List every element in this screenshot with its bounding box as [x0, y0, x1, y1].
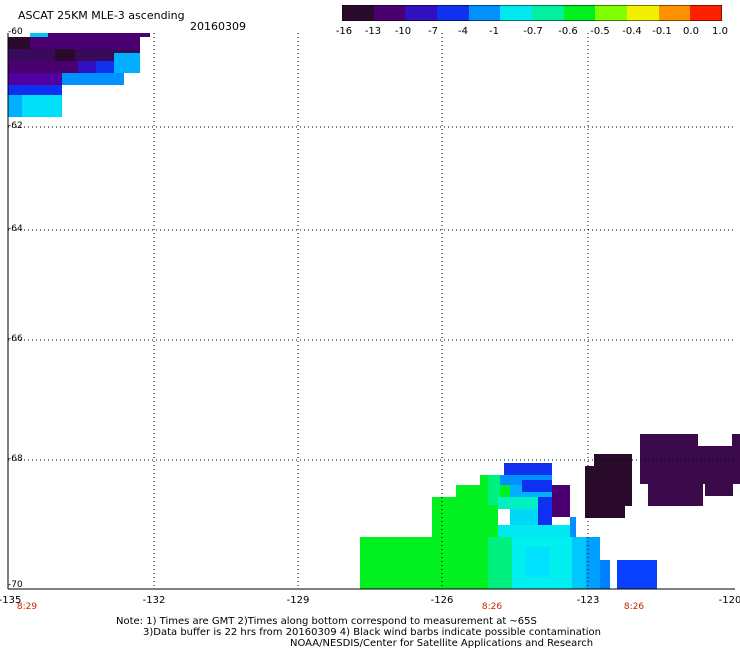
colorbar-tick: -0.4	[622, 26, 642, 37]
colorbar-swatch	[627, 5, 659, 21]
colorbar-swatch	[532, 5, 564, 21]
lat-label: -70	[8, 580, 23, 590]
lat-label: -68	[8, 454, 23, 464]
colorbar-tick: -1	[489, 26, 499, 37]
lat-label: -62	[8, 121, 23, 131]
colorbar-swatch	[595, 5, 627, 21]
colorbar-swatch	[500, 5, 532, 21]
time-label: 8:29	[16, 602, 38, 612]
lon-label: -132	[142, 595, 166, 606]
lon-label: -135	[0, 595, 22, 606]
colorbar-swatch	[469, 5, 500, 21]
data-coverage-bottom-right	[360, 434, 740, 589]
colorbar-tick: -16	[335, 26, 353, 37]
colorbar-swatch	[342, 5, 374, 21]
product-title: ASCAT 25KM MLE-3 ascending	[18, 9, 185, 22]
lon-label: -123	[576, 595, 600, 606]
time-label: 8:26	[623, 602, 645, 612]
colorbar-swatch	[437, 5, 469, 21]
note-line-2: 3)Data buffer is 22 hrs from 20160309 4)…	[143, 627, 601, 638]
colorbar-swatch	[405, 5, 437, 21]
colorbar-tick: -13	[364, 26, 382, 37]
colorbar-tick: -4	[458, 26, 468, 37]
lon-label: -129	[286, 595, 310, 606]
note-line-1: Note: 1) Times are GMT 2)Times along bot…	[116, 616, 537, 627]
colorbar-tick: -0.7	[523, 26, 543, 37]
colorbar-swatch	[564, 5, 595, 21]
lat-label: -60	[8, 27, 23, 37]
colorbar-swatch	[374, 5, 405, 21]
date-label: 20160309	[190, 20, 246, 33]
colorbar-swatch	[690, 5, 722, 21]
lon-label: -126	[430, 595, 454, 606]
lon-label: -120	[718, 595, 740, 606]
note-line-3: NOAA/NESDIS/Center for Satellite Applica…	[290, 638, 594, 649]
colorbar-swatch	[659, 5, 690, 21]
map-frame	[7, 33, 735, 590]
colorbar-tick: -0.5	[590, 26, 610, 37]
colorbar-tick: 0.0	[683, 26, 699, 37]
wind-map	[7, 33, 740, 590]
time-label: 8:26	[481, 602, 503, 612]
lat-label: -66	[8, 334, 23, 344]
lat-label: -64	[8, 224, 23, 234]
colorbar-tick: -10	[394, 26, 412, 37]
colorbar-tick: -0.6	[558, 26, 578, 37]
colorbar-tick: 1.0	[712, 26, 728, 37]
colorbar	[342, 5, 722, 21]
data-coverage-top-left	[8, 33, 150, 117]
colorbar-tick: -0.1	[652, 26, 672, 37]
colorbar-tick: -7	[428, 26, 438, 37]
graticule	[8, 33, 735, 589]
